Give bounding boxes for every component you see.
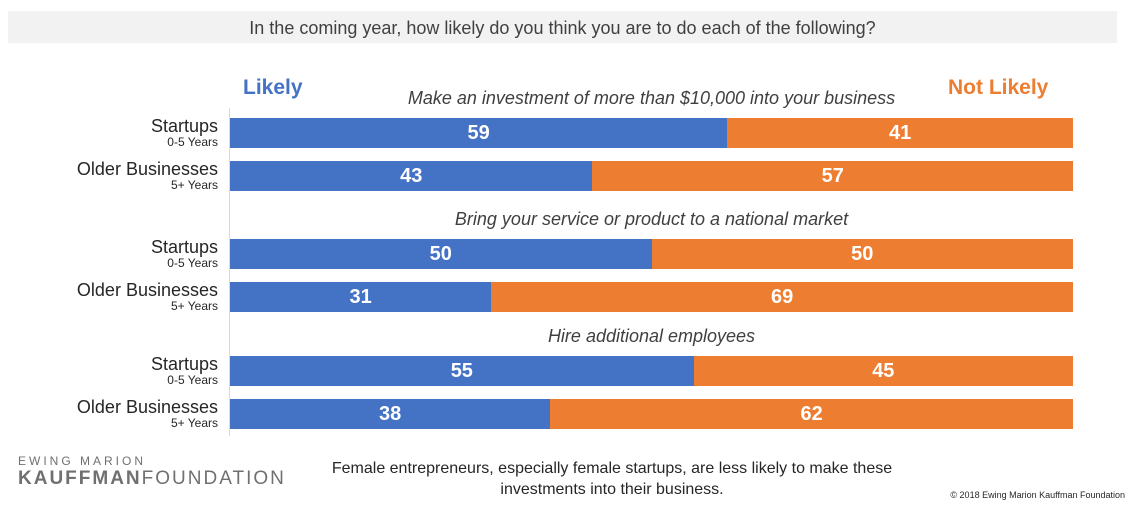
bar-row: 55 45 xyxy=(230,356,1073,386)
row-label-sub: 5+ Years xyxy=(170,178,218,192)
legend-not-likely: Not Likely xyxy=(948,76,1049,99)
row-label: Startups 0-5 Years xyxy=(4,116,218,149)
bar-likely: 50 xyxy=(230,239,652,269)
bar-row: 50 50 xyxy=(230,239,1073,269)
kauffman-logo: EWING MARION KAUFFMANFOUNDATION xyxy=(18,455,286,490)
logo-rest-text: FOUNDATION xyxy=(141,468,286,489)
section-title: Bring your service or product to a natio… xyxy=(454,209,849,229)
bar-row: 59 41 xyxy=(230,118,1073,148)
section-title: Make an investment of more than $10,000 … xyxy=(407,88,896,108)
row-label-main: Startups xyxy=(150,354,218,374)
row-label-sub: 5+ Years xyxy=(170,299,218,313)
logo-bold-text: KAUFFMAN xyxy=(18,468,142,489)
bar-row: 38 62 xyxy=(230,399,1073,429)
bar-likely: 31 xyxy=(230,282,492,312)
bar-likely: 43 xyxy=(230,161,593,191)
bar-likely: 59 xyxy=(230,118,728,148)
row-label-sub: 5+ Years xyxy=(170,416,218,430)
logo-top-text: EWING MARION xyxy=(18,454,146,468)
row-label: Startups 0-5 Years xyxy=(4,237,218,270)
bar-not-likely: 45 xyxy=(693,356,1073,386)
section-title: Hire additional employees xyxy=(547,326,756,346)
bar-not-likely: 41 xyxy=(727,118,1073,148)
chart-title: In the coming year, how likely do you th… xyxy=(249,18,876,38)
bar-not-likely: 69 xyxy=(491,282,1073,312)
row-label-main: Older Businesses xyxy=(76,397,218,417)
legend-likely: Likely xyxy=(243,76,303,99)
row-label-sub: 0-5 Years xyxy=(167,373,218,387)
bar-likely: 38 xyxy=(230,399,551,429)
bar-not-likely: 62 xyxy=(550,399,1073,429)
row-label-sub: 0-5 Years xyxy=(167,135,218,149)
row-label: Startups 0-5 Years xyxy=(4,354,218,387)
row-label-main: Older Businesses xyxy=(76,280,218,300)
row-label: Older Businesses 5+ Years xyxy=(4,397,218,430)
chart-title-bar: In the coming year, how likely do you th… xyxy=(8,11,1117,43)
row-label: Older Businesses 5+ Years xyxy=(4,159,218,192)
bar-not-likely: 50 xyxy=(651,239,1073,269)
logo-bottom-text: KAUFFMANFOUNDATION xyxy=(18,468,286,490)
row-label-sub: 0-5 Years xyxy=(167,256,218,270)
bar-not-likely: 57 xyxy=(592,161,1073,191)
bar-likely: 55 xyxy=(230,356,694,386)
copyright: © 2018 Ewing Marion Kauffman Foundation xyxy=(950,490,1125,500)
axis-line xyxy=(229,108,230,436)
row-label: Older Businesses 5+ Years xyxy=(4,280,218,313)
bar-row: 43 57 xyxy=(230,161,1073,191)
row-label-main: Startups xyxy=(150,116,218,136)
footnote: Female entrepreneurs, especially female … xyxy=(331,460,893,498)
bar-row: 31 69 xyxy=(230,282,1073,312)
row-label-main: Startups xyxy=(150,237,218,257)
row-label-main: Older Businesses xyxy=(76,159,218,179)
